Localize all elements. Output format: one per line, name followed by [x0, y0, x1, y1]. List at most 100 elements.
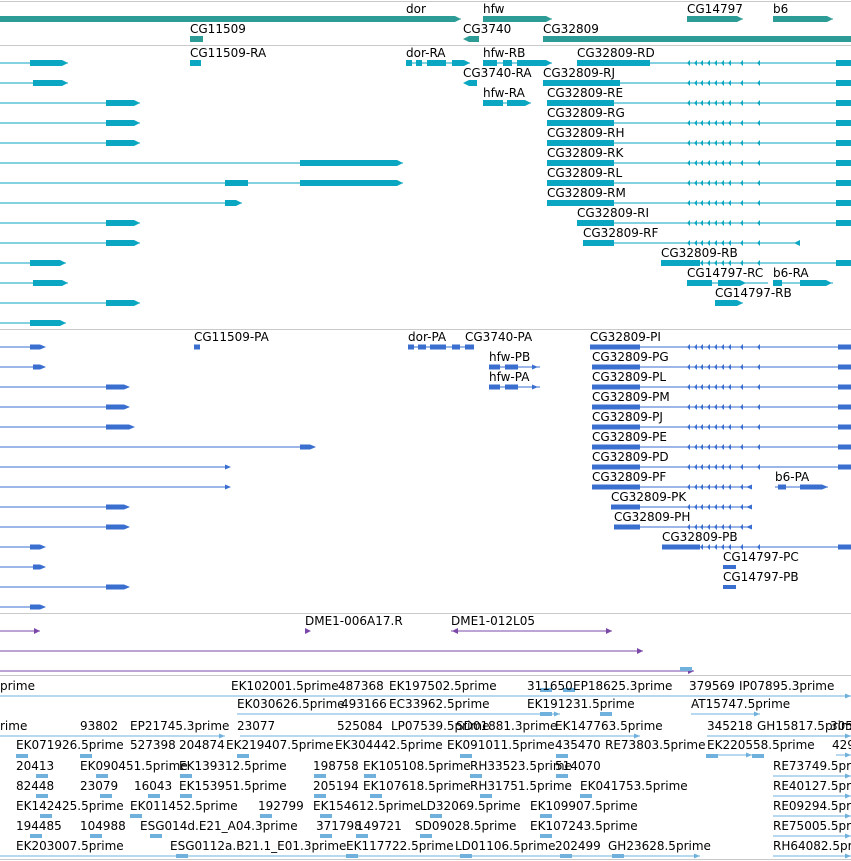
est-block[interactable] — [130, 814, 142, 818]
exon-block[interactable] — [583, 240, 614, 246]
est-block[interactable] — [556, 754, 568, 758]
est-block[interactable] — [346, 854, 358, 858]
cds-block[interactable] — [300, 444, 310, 450]
cds-block[interactable] — [106, 504, 124, 510]
cds-block[interactable] — [33, 364, 40, 370]
cds-block[interactable] — [465, 344, 474, 350]
exon-block[interactable] — [836, 200, 851, 206]
est-block[interactable] — [580, 794, 592, 798]
exon-block[interactable] — [30, 320, 60, 326]
gene-span-bar[interactable] — [469, 36, 479, 42]
cds-block[interactable] — [33, 564, 40, 570]
exon-block[interactable] — [718, 280, 740, 286]
est-block[interactable] — [540, 688, 552, 692]
est-block[interactable] — [96, 774, 108, 778]
est-block[interactable] — [600, 712, 612, 716]
cds-block[interactable] — [838, 544, 851, 550]
est-block[interactable] — [16, 754, 28, 758]
protein-track[interactable]: CG11509-PA dor-PA CG3740-PA CG32809-PI hfw-P… — [0, 330, 851, 610]
exon-block[interactable] — [715, 300, 737, 306]
est-block[interactable] — [612, 854, 624, 858]
est-block[interactable] — [420, 834, 432, 838]
exon-block[interactable] — [547, 120, 614, 126]
cds-block[interactable] — [838, 424, 851, 430]
est-block[interactable] — [36, 774, 48, 778]
cds-block[interactable] — [30, 344, 40, 350]
est-block[interactable] — [180, 774, 192, 778]
cds-block[interactable] — [838, 444, 851, 450]
est-block[interactable] — [36, 794, 48, 798]
exon-block[interactable] — [503, 60, 512, 66]
est-block[interactable] — [480, 794, 492, 798]
exon-block[interactable] — [661, 260, 700, 266]
cds-block[interactable] — [30, 544, 40, 550]
cds-block[interactable] — [800, 484, 822, 490]
est-block[interactable] — [364, 774, 376, 778]
exon-block[interactable] — [836, 100, 851, 106]
exon-block[interactable] — [106, 140, 134, 146]
exon-block[interactable] — [800, 280, 826, 286]
exon-block[interactable] — [836, 180, 851, 186]
exon-block[interactable] — [30, 60, 62, 66]
cds-block[interactable] — [592, 484, 640, 490]
exon-block[interactable] — [106, 120, 134, 126]
exon-block[interactable] — [577, 60, 650, 66]
cds-block[interactable] — [106, 404, 124, 410]
cds-block[interactable] — [838, 464, 851, 470]
est-block[interactable] — [540, 712, 552, 716]
exon-block[interactable] — [469, 80, 477, 86]
exon-block[interactable] — [547, 200, 614, 206]
gene-span-track[interactable]: dor hfw CG14797 b6 CG11509 CG3740 CG32809 — [0, 2, 851, 42]
est-block[interactable] — [430, 814, 442, 818]
cds-block[interactable] — [592, 404, 640, 410]
cds-block[interactable] — [662, 544, 700, 550]
est-block[interactable] — [680, 667, 692, 671]
exon-block[interactable] — [30, 260, 60, 266]
exon-block[interactable] — [577, 220, 614, 226]
exon-block[interactable] — [225, 200, 236, 206]
est-block[interactable] — [752, 754, 764, 758]
cds-block[interactable] — [611, 504, 640, 510]
exon-block[interactable] — [483, 60, 497, 66]
cds-block[interactable] — [592, 464, 640, 470]
gene-span-bar[interactable] — [543, 36, 851, 42]
est-block[interactable] — [30, 834, 42, 838]
cds-block[interactable] — [418, 344, 426, 350]
est-block[interactable] — [150, 834, 162, 838]
exon-block[interactable] — [416, 60, 422, 66]
gene-span-bar[interactable] — [0, 16, 455, 22]
exon-block[interactable] — [836, 80, 851, 86]
exon-block[interactable] — [33, 280, 62, 286]
cds-block[interactable] — [838, 344, 851, 350]
est-block[interactable] — [470, 774, 482, 778]
exon-block[interactable] — [106, 100, 134, 106]
cds-block[interactable] — [614, 524, 640, 530]
cds-block[interactable] — [106, 424, 129, 430]
exon-block[interactable] — [836, 220, 851, 226]
est-block[interactable] — [260, 814, 272, 818]
cds-block[interactable] — [489, 364, 500, 370]
cds-block[interactable] — [505, 384, 518, 390]
gene-span-bar[interactable] — [190, 36, 203, 42]
exon-block[interactable] — [836, 260, 851, 266]
est-block[interactable] — [460, 854, 472, 858]
exon-block[interactable] — [836, 140, 851, 146]
cds-block[interactable] — [30, 604, 40, 610]
cds-block[interactable] — [408, 344, 414, 350]
est-block[interactable] — [563, 688, 575, 692]
est-block[interactable] — [320, 834, 332, 838]
est-block[interactable] — [540, 834, 552, 838]
est-block[interactable] — [706, 754, 718, 758]
cds-block[interactable] — [430, 344, 446, 350]
cds-block[interactable] — [194, 344, 200, 350]
exon-block[interactable] — [190, 60, 201, 66]
transcript-track[interactable]: CG11509-RA dor-RA hfw-RB CG32809-RD CG3740-R… — [0, 46, 851, 326]
est-block[interactable] — [320, 814, 332, 818]
exon-block[interactable] — [836, 60, 851, 66]
cds-block[interactable] — [106, 524, 124, 530]
est-block[interactable] — [460, 754, 472, 758]
exon-block[interactable] — [225, 180, 248, 186]
exon-block[interactable] — [106, 220, 134, 226]
est-track[interactable]: prime EK102001.5prime 487368 EK197502.5prim… — [0, 667, 851, 859]
est-block[interactable] — [100, 794, 112, 798]
